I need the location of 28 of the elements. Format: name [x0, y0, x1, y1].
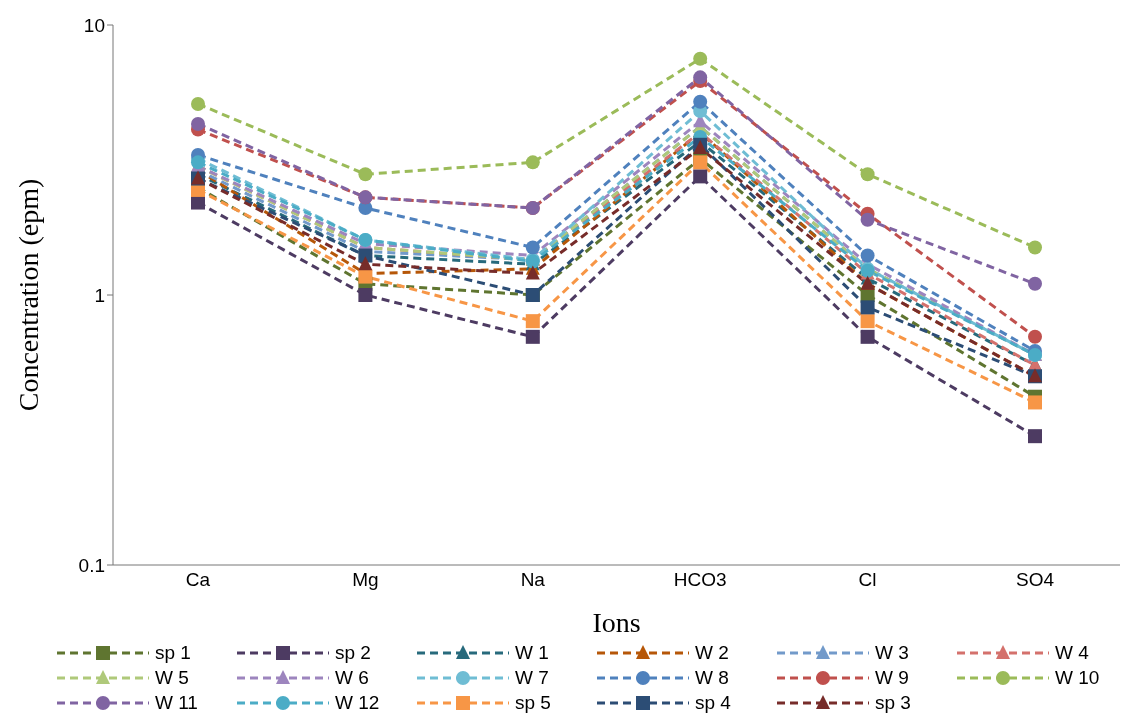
x-tick-label: Na: [520, 569, 546, 591]
legend-label: sp 5: [515, 691, 551, 714]
legend-label: sp 1: [155, 641, 191, 664]
legend-label: W 6: [335, 666, 369, 689]
legend-label: W 4: [1055, 641, 1089, 664]
x-tick-label: Mg: [352, 569, 379, 591]
x-tick-label: Ca: [185, 569, 211, 591]
legend-label: sp 3: [875, 691, 911, 714]
x-tick-label: HCO3: [673, 569, 727, 591]
legend-label: W 9: [875, 666, 909, 689]
y-tick-label: 0.1: [78, 554, 105, 576]
x-tick-label: Cl: [858, 569, 877, 591]
x-axis-title: Ions: [592, 607, 641, 638]
y-tick-label: 1: [94, 284, 105, 306]
x-tick-label: SO4: [1015, 569, 1055, 591]
legend-label: W 12: [335, 691, 380, 714]
legend-label: W 2: [695, 641, 729, 664]
legend-label: W 10: [1055, 666, 1100, 689]
legend-label: sp 4: [695, 691, 731, 714]
legend-label: W 5: [155, 666, 189, 689]
y-axis-title: Concentration (epm): [12, 178, 44, 412]
y-tick-label: 10: [83, 14, 105, 36]
legend-label: W 1: [515, 641, 549, 664]
legend-label: W 3: [875, 641, 909, 664]
legend-label: W 8: [695, 666, 729, 689]
legend-label: sp 2: [335, 641, 371, 664]
legend-label: W 11: [155, 691, 198, 714]
legend-label: W 7: [515, 666, 549, 689]
